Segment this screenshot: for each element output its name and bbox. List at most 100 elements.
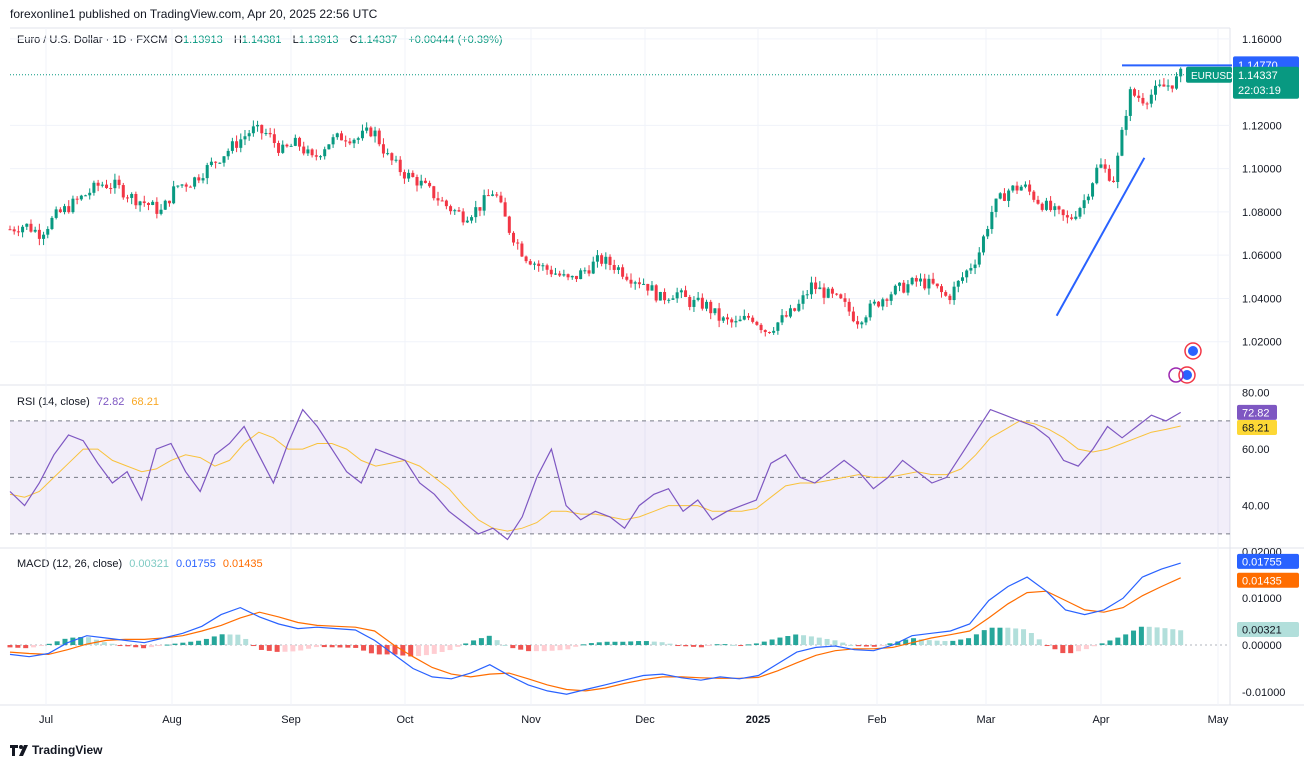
macd-hist-bar — [1083, 645, 1089, 650]
candle-body — [809, 282, 813, 295]
candle-body — [1023, 184, 1027, 187]
signal-value-tag-text: 0.01435 — [1242, 575, 1282, 587]
candle-body — [843, 298, 847, 302]
macd-hist-bar — [203, 638, 209, 646]
candle-body — [474, 207, 478, 218]
candle-body — [415, 177, 419, 186]
candle-body — [1007, 190, 1011, 201]
macd-hist-bar — [816, 637, 822, 646]
macd-hist-bar — [188, 641, 194, 646]
candle-body — [935, 283, 939, 287]
candle-body — [260, 124, 264, 134]
candle-body — [1036, 199, 1040, 204]
candle-body — [386, 153, 390, 155]
macd-hist-bar — [266, 645, 272, 651]
macd-hist-bar — [997, 627, 1003, 646]
candle-body — [889, 294, 893, 301]
candle-body — [419, 180, 423, 186]
candle-body — [621, 267, 625, 277]
candle-body — [700, 297, 704, 309]
candle-body — [243, 136, 247, 140]
candle-body — [1032, 191, 1036, 200]
rsi-value-tag: 72.82 — [1237, 404, 1277, 420]
candle-body — [948, 295, 952, 301]
candle-body — [146, 203, 150, 205]
hist-value-tag: 0.00321 — [1237, 621, 1299, 637]
macd-hist-bar — [722, 644, 728, 646]
macd-hist-bar — [636, 641, 642, 646]
symbol-tag-bg — [1186, 66, 1232, 83]
candle-body — [910, 277, 914, 285]
hist-value-tag-text: 0.00321 — [1242, 624, 1282, 636]
macd-hist-bar — [706, 645, 712, 647]
rsi-ma-tag-text: 68.21 — [1242, 422, 1270, 434]
candle-body — [679, 290, 683, 293]
price-tick-label: 1.08000 — [1242, 207, 1282, 219]
signal-value-tag-bg — [1237, 572, 1299, 588]
macd-hist-bar — [1138, 626, 1144, 646]
candle-body — [625, 276, 629, 280]
candle-body — [940, 286, 944, 293]
candle-body — [310, 149, 314, 156]
candle-body — [272, 134, 276, 144]
candle-body — [684, 290, 688, 298]
macd-hist-bar — [101, 642, 107, 646]
candle-body — [1107, 168, 1111, 181]
candle-body — [675, 292, 679, 299]
macd-hist-bar — [596, 642, 602, 646]
candle-body — [117, 179, 121, 186]
rsi-value-tag-text: 72.82 — [1242, 407, 1270, 419]
candle-body — [709, 301, 713, 314]
candle-body — [608, 256, 612, 265]
macd-hist-bar — [486, 635, 492, 646]
candle-body — [612, 264, 616, 270]
time-tick-label: Apr — [1092, 714, 1109, 726]
macd-hist-bar — [761, 641, 767, 646]
candle-body — [46, 228, 50, 235]
last-price-text: 1.14337 — [1238, 70, 1278, 82]
rsi-tick-label: 60.00 — [1242, 444, 1270, 456]
macd-hist-bar — [258, 645, 264, 650]
candle-body — [1116, 155, 1120, 183]
candle-body — [1120, 129, 1124, 156]
macd-hist-bar — [1178, 630, 1184, 646]
macd-hist-bar — [808, 636, 814, 646]
chart-svg[interactable]: 1.16000 1.12000 1.10000 1.08000 1.06000 1.040… — [0, 0, 1304, 740]
candle-body — [637, 282, 641, 285]
candle-body — [134, 193, 138, 206]
candle-body — [977, 252, 981, 265]
candle-body — [1002, 193, 1006, 201]
macd-hist-bar — [581, 644, 587, 646]
candle-body — [923, 278, 927, 289]
candle-body — [956, 280, 960, 287]
candle-body — [1074, 216, 1078, 219]
candle-body — [222, 156, 226, 163]
macd-hist-bar — [832, 640, 838, 646]
macd-hist-bar — [746, 644, 752, 646]
candle-body — [629, 279, 633, 284]
macd-hist-bar — [1005, 627, 1011, 646]
macd-hist-bar — [1107, 640, 1113, 646]
rsi-title: RSI (14, close) — [17, 396, 90, 408]
macd-hist-bar — [471, 640, 477, 646]
candle-body — [1049, 200, 1053, 211]
candle-body — [646, 283, 650, 291]
candle-body — [251, 126, 255, 134]
candle-body — [1149, 94, 1153, 104]
macd-hist-bar — [950, 640, 956, 646]
macd-hist-bar — [895, 641, 901, 646]
macd-hist-bar — [573, 645, 579, 647]
candle-body — [239, 139, 243, 148]
candle-body — [772, 330, 776, 333]
open-value: O1.13913 — [174, 34, 223, 46]
candle-body — [373, 130, 377, 137]
candle-body — [1103, 164, 1107, 169]
candle-body — [75, 198, 79, 200]
candle-body — [256, 124, 260, 127]
candle-body — [335, 133, 339, 138]
candle-body — [423, 180, 427, 183]
candle-body — [671, 298, 675, 300]
candle-body — [805, 294, 809, 296]
candle-body — [570, 275, 574, 278]
candle-body — [780, 315, 784, 323]
